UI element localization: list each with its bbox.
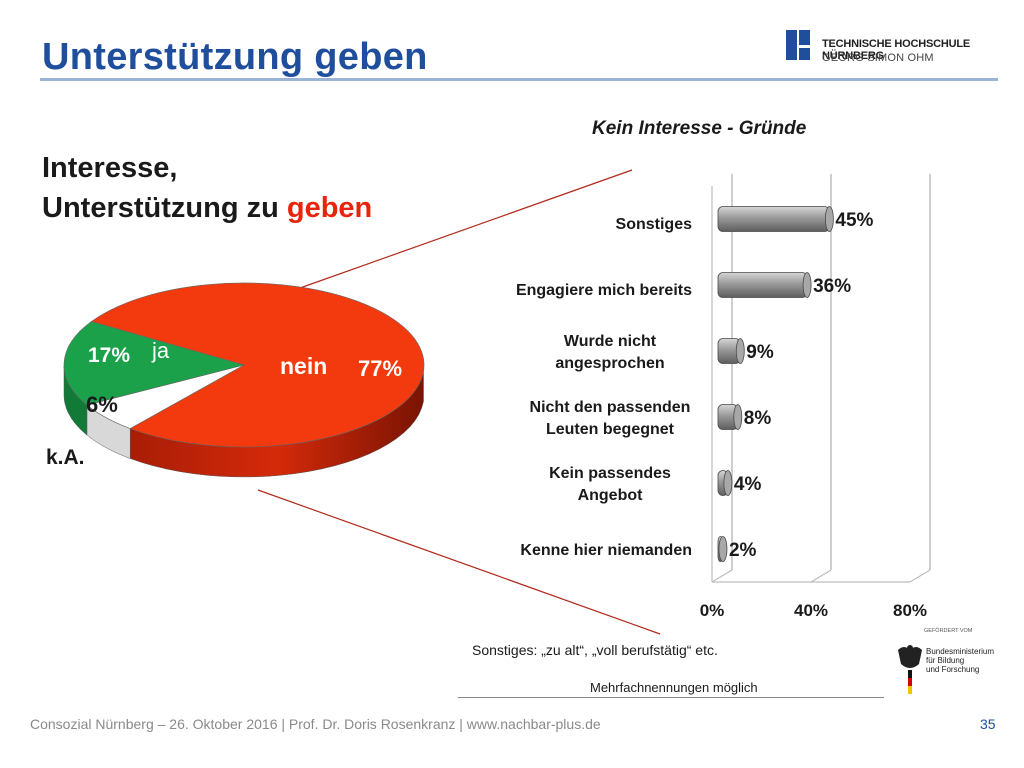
bar-value-label: 4% bbox=[734, 474, 762, 495]
bmbf-logo: GEFÖRDERT VOM Bundesministerium für Bild… bbox=[898, 627, 994, 694]
flag-stripe-black bbox=[908, 670, 912, 678]
logo-text-line1: TECHNISCHE HOCHSCHULE NÜRNBERG bbox=[822, 38, 970, 62]
bar-cap-0 bbox=[824, 206, 834, 232]
note-divider bbox=[458, 697, 884, 698]
connector-line-bottom bbox=[257, 489, 661, 635]
bar-chart-title: Kein Interesse - Gründe bbox=[592, 118, 807, 139]
logo-mark bbox=[786, 30, 797, 60]
bar-category-label: Engagiere mich bereits bbox=[516, 282, 692, 299]
bar-category-label: Nicht den passenden Leuten begegnet bbox=[530, 399, 691, 438]
bmbf-line1: Bundesministerium bbox=[926, 647, 994, 656]
bar-category-label: Kenne hier niemanden bbox=[520, 542, 692, 559]
pie-heading-prefix: Unterstützung zu bbox=[42, 192, 287, 224]
grid-floor-1 bbox=[810, 569, 832, 583]
bar-cap-3 bbox=[733, 404, 743, 430]
bar-chart: 0% 40% 80% 45% Sonstiges 36% Engagiere mich be… bbox=[516, 174, 931, 620]
pie-label-ja: ja bbox=[151, 338, 170, 363]
slide-title: Unterstützung geben bbox=[42, 36, 428, 78]
x-tick-label: 0% bbox=[700, 601, 725, 620]
pie-heading-accent: geben bbox=[286, 192, 373, 224]
bar-cap-4 bbox=[723, 470, 733, 496]
pie-label-nein: nein bbox=[280, 353, 327, 379]
pie-heading-line2: Unterstützung zu geben bbox=[42, 188, 372, 228]
pie-slice-nein bbox=[90, 282, 425, 448]
x-tick-label: 40% bbox=[794, 601, 828, 620]
flag-stripe-red bbox=[908, 678, 912, 686]
bmbf-line2: für Bildung bbox=[926, 656, 964, 665]
bar-value-label: 2% bbox=[729, 540, 757, 561]
pie-slice-ja bbox=[63, 321, 246, 406]
pie-value-ka: 6% bbox=[86, 392, 118, 417]
note-multiple-answers: Mehrfachnennungen möglich bbox=[590, 680, 758, 695]
note-sonstiges: Sonstiges: „zu alt“, „voll berufstätig“ … bbox=[472, 642, 718, 658]
grid-floor-0 bbox=[711, 569, 733, 583]
bar-value-label: 45% bbox=[835, 210, 873, 231]
pie-label-ka: k.A. bbox=[46, 446, 85, 469]
pie-value-nein: 77% bbox=[358, 356, 402, 381]
bar-1 bbox=[717, 272, 808, 298]
title-divider bbox=[40, 78, 998, 81]
connector-lines bbox=[257, 169, 661, 635]
bar-cap-1 bbox=[802, 272, 812, 298]
page-number: 35 bbox=[980, 716, 996, 732]
bar-category-label: Wurde nicht angesprochen bbox=[555, 333, 664, 372]
flag-stripe-gold bbox=[908, 686, 912, 694]
bar-category-label: Kein passendes Angebot bbox=[549, 465, 671, 504]
bar-cap-5 bbox=[718, 536, 728, 562]
bar-0 bbox=[717, 206, 830, 232]
grid-floor-2 bbox=[909, 569, 931, 583]
footer-text: Consozial Nürnberg – 26. Oktober 2016 | … bbox=[30, 716, 601, 732]
pie-chart: nein 77% 17% ja 6% k.A. bbox=[46, 282, 425, 478]
x-tick-label: 80% bbox=[893, 601, 927, 620]
bmbf-line3: und Forschung bbox=[926, 665, 979, 674]
eagle-icon bbox=[898, 645, 922, 668]
university-logo bbox=[786, 30, 810, 60]
pie-heading-line1: Interesse, bbox=[42, 152, 178, 184]
bar-value-label: 8% bbox=[744, 408, 772, 429]
bmbf-header: GEFÖRDERT VOM bbox=[924, 627, 973, 634]
bar-category-label: Sonstiges bbox=[616, 216, 693, 233]
bar-value-label: 36% bbox=[813, 276, 851, 297]
pie-heading: Interesse, Unterstützung zu geben bbox=[42, 148, 372, 228]
logo-text-line2: GEORG SIMON OHM bbox=[822, 52, 934, 64]
connector-line-top bbox=[299, 169, 633, 289]
pie-value-ja: 17% bbox=[88, 344, 130, 367]
bar-cap-2 bbox=[735, 338, 745, 364]
bar-value-label: 9% bbox=[746, 342, 774, 363]
